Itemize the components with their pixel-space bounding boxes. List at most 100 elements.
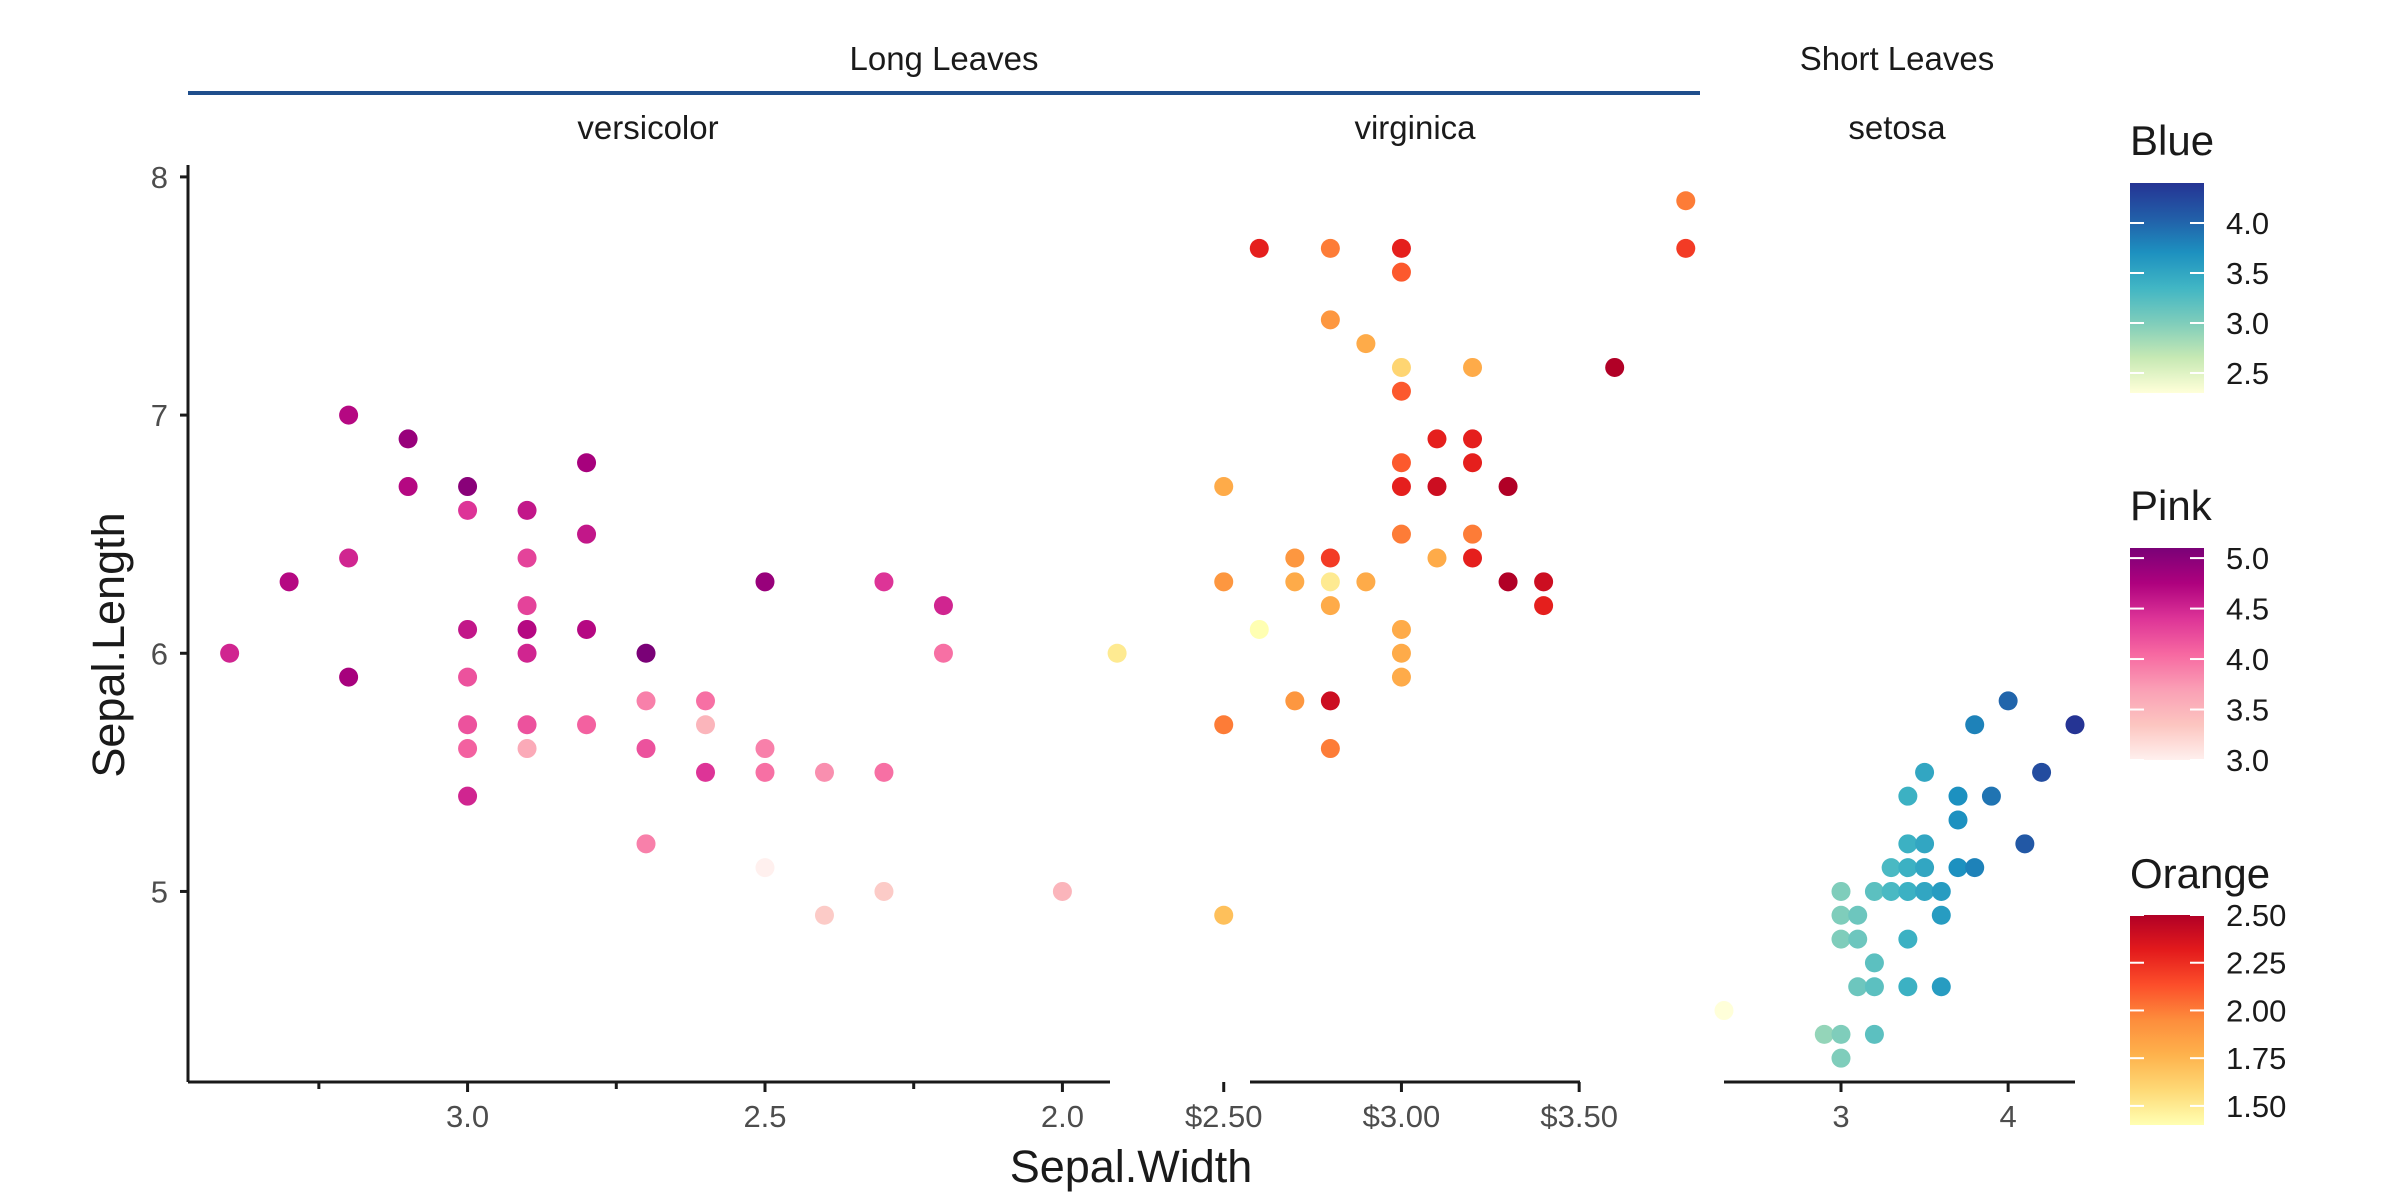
data-point [458, 667, 478, 687]
data-point [933, 596, 953, 616]
data-point [696, 762, 716, 782]
data-point [1898, 786, 1918, 806]
legend-title-orange: Orange [2130, 850, 2270, 897]
data-point [1915, 858, 1935, 878]
x-tick-label: 3.0 [446, 1099, 489, 1134]
panel-label-versicolor: versicolor [577, 109, 718, 146]
data-point [1915, 762, 1935, 782]
data-point [398, 429, 418, 449]
data-point [1463, 429, 1483, 449]
data-point [517, 548, 537, 568]
data-point [1998, 691, 2018, 711]
data-point [1391, 357, 1411, 377]
data-point [1356, 334, 1376, 354]
y-tick-label: 6 [151, 636, 168, 671]
data-point [1676, 191, 1696, 211]
data-point [458, 619, 478, 639]
data-point [577, 453, 597, 473]
legend-tick-label: 3.5 [2226, 693, 2269, 728]
data-point [1463, 524, 1483, 544]
data-point [1107, 643, 1127, 663]
data-point [1534, 572, 1554, 592]
data-point [1948, 786, 1968, 806]
legend-tick-label: 3.5 [2226, 256, 2269, 291]
data-point [1948, 810, 1968, 830]
y-axis-title: Sepal.Length [83, 512, 134, 777]
data-point [1214, 905, 1234, 925]
data-point [1864, 953, 1884, 973]
data-point [1320, 596, 1340, 616]
data-point [458, 786, 478, 806]
data-point [1864, 1024, 1884, 1044]
data-point [1831, 1048, 1851, 1068]
data-point [1320, 739, 1340, 759]
data-point [1214, 715, 1234, 735]
data-point [577, 715, 597, 735]
data-point [1249, 238, 1269, 258]
x-tick-label: 3 [1832, 1099, 1849, 1134]
data-point [1965, 858, 1985, 878]
data-point [1320, 572, 1340, 592]
data-point [1285, 691, 1305, 711]
legend-tick-label: 2.00 [2226, 993, 2286, 1028]
data-point [636, 739, 656, 759]
data-point [1391, 643, 1411, 663]
y-tick-label: 7 [151, 398, 168, 433]
data-point [1814, 1024, 1834, 1044]
data-point [279, 572, 299, 592]
data-point [1320, 548, 1340, 568]
color-legends: Blue 2.5 3.0 3.5 4.0 Pink 3.0 3.5 4.0 4.5 5.0 Orang… [2130, 117, 2286, 1125]
data-point [1498, 572, 1518, 592]
data-point [1285, 548, 1305, 568]
data-point [517, 715, 537, 735]
x-tick-label: 4 [2000, 1099, 2017, 1134]
data-point [2015, 834, 2035, 854]
data-point [517, 739, 537, 759]
data-point [1391, 238, 1411, 258]
data-point [1427, 548, 1447, 568]
data-point [339, 667, 359, 687]
data-point [1848, 977, 1868, 997]
data-point [1285, 572, 1305, 592]
data-point [636, 643, 656, 663]
x-axis-title: Sepal.Width [1010, 1141, 1253, 1192]
data-point [1965, 715, 1985, 735]
data-point [1948, 858, 1968, 878]
data-point [1391, 667, 1411, 687]
data-point [1864, 881, 1884, 901]
panel-label-virginica: virginica [1354, 109, 1476, 146]
legend-tick-label: 3.0 [2226, 306, 2269, 341]
data-point [1915, 881, 1935, 901]
data-point [1915, 834, 1935, 854]
legend-colorbar-pink [2130, 548, 2204, 760]
data-point [1898, 858, 1918, 878]
data-point [339, 548, 359, 568]
data-point [1676, 238, 1696, 258]
legend-tick-label: 2.50 [2226, 898, 2286, 933]
data-point [1214, 477, 1234, 497]
panel-label-setosa: setosa [1848, 109, 1946, 146]
y-tick-label: 8 [151, 160, 168, 195]
data-point [458, 715, 478, 735]
data-point [1391, 477, 1411, 497]
legend-tick-label: 5.0 [2226, 541, 2269, 576]
data-point [874, 572, 894, 592]
data-point [517, 596, 537, 616]
data-point [874, 881, 894, 901]
data-point [1463, 548, 1483, 568]
data-point [1931, 881, 1951, 901]
data-point [696, 715, 716, 735]
data-point [577, 524, 597, 544]
legend-title-pink: Pink [2130, 482, 2213, 529]
data-point [1714, 1001, 1734, 1021]
x-tick-label: $3.00 [1363, 1099, 1441, 1134]
data-point [814, 905, 834, 925]
legend-tick-label: 3.0 [2226, 743, 2269, 778]
data-point [1391, 619, 1411, 639]
data-point [1898, 834, 1918, 854]
data-point [1534, 596, 1554, 616]
y-tick-label: 5 [151, 874, 168, 909]
legend-tick-label: 2.25 [2226, 946, 2286, 981]
data-point [517, 643, 537, 663]
